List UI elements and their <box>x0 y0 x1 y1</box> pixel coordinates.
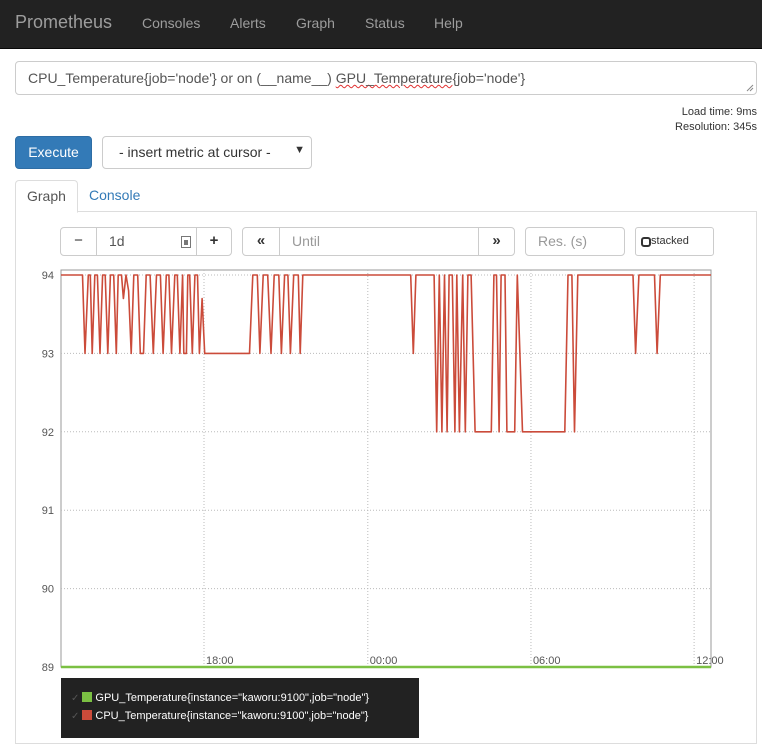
nav-alerts[interactable]: Alerts <box>230 15 266 31</box>
tab-graph[interactable]: Graph <box>15 180 78 213</box>
range-input[interactable]: 1d <box>96 227 197 256</box>
expression-text-after: {job='node'} <box>452 70 526 86</box>
until-placeholder: Until <box>292 233 321 249</box>
legend-swatch-gpu <box>82 692 93 702</box>
brand-link[interactable]: Prometheus <box>15 12 113 32</box>
resolution-input[interactable]: Res. (s) <box>525 227 625 256</box>
tab-console[interactable]: Console <box>89 187 141 203</box>
load-time-text: Load time: 9ms <box>681 106 757 118</box>
stacked-label: stacked <box>651 235 689 247</box>
check-icon: ✓ <box>71 711 80 722</box>
nav-help[interactable]: Help <box>434 15 463 31</box>
nav-consoles[interactable]: Consoles <box>142 15 201 31</box>
legend-label-gpu: GPU_Temperature{instance="kaworu:9100",j… <box>95 692 370 704</box>
stacked-toggle[interactable]: stacked <box>635 227 714 256</box>
expression-text-before: CPU_Temperature{job='node'} or on (__nam… <box>28 70 336 86</box>
resolution-placeholder: Res. (s) <box>538 233 587 249</box>
x-tick-label: 06:00 <box>533 655 561 667</box>
tab-bar: Graph Console <box>15 180 757 213</box>
time-forward-button[interactable]: » <box>478 227 515 256</box>
x-tick-label: 12:00 <box>696 655 724 667</box>
legend-swatch-cpu <box>82 710 93 720</box>
legend-item-cpu[interactable]: ✓ CPU_Temperature{instance="kaworu:9100",… <box>71 708 368 724</box>
check-icon: ✓ <box>71 693 80 704</box>
chart-legend: ✓ GPU_Temperature{instance="kaworu:9100",… <box>61 678 419 738</box>
execute-button[interactable]: Execute <box>15 136 92 169</box>
range-input-value: 1d <box>109 233 125 249</box>
y-tick-label: 92 <box>42 427 54 439</box>
legend-label-cpu: CPU_Temperature{instance="kaworu:9100",j… <box>95 710 369 722</box>
y-tick-label: 94 <box>42 270 54 282</box>
y-tick-label: 93 <box>42 348 54 360</box>
plot-area <box>60 269 712 668</box>
nav-graph[interactable]: Graph <box>296 15 335 31</box>
y-tick-label: 90 <box>42 584 54 596</box>
series-line-cpu <box>61 274 711 433</box>
graph-panel <box>15 212 757 744</box>
expression-input[interactable]: CPU_Temperature{job='node'} or on (__nam… <box>15 61 757 95</box>
y-tick-label: 91 <box>42 505 54 517</box>
navbar: Prometheus Consoles Alerts Graph Status … <box>0 0 762 49</box>
x-tick-label: 18:00 <box>206 655 234 667</box>
range-decrease-button[interactable]: − <box>60 227 97 256</box>
expression-text-misspelled: GPU_Temperature <box>335 70 453 86</box>
temperature-chart: 94 93 92 91 90 89 18:00 00:00 06:00 12:00 <box>42 269 724 674</box>
nav-status[interactable]: Status <box>365 15 405 31</box>
range-increase-button[interactable]: + <box>196 227 232 256</box>
caret-down-icon: ▼ <box>294 144 305 156</box>
x-tick-label: 00:00 <box>370 655 398 667</box>
legend-item-gpu[interactable]: ✓ GPU_Temperature{instance="kaworu:9100",… <box>71 690 369 706</box>
insert-metric-select[interactable]: - insert metric at cursor - ▼ <box>102 136 312 169</box>
datepicker-icon <box>181 236 191 248</box>
insert-metric-select-label: - insert metric at cursor - <box>119 144 271 160</box>
y-tick-label: 89 <box>42 662 54 674</box>
time-back-button[interactable]: « <box>242 227 280 256</box>
resolution-text: Resolution: 345s <box>675 121 757 133</box>
until-input[interactable]: Until <box>279 227 479 256</box>
checkbox-icon <box>641 237 651 247</box>
resize-grip-icon[interactable] <box>746 84 754 92</box>
